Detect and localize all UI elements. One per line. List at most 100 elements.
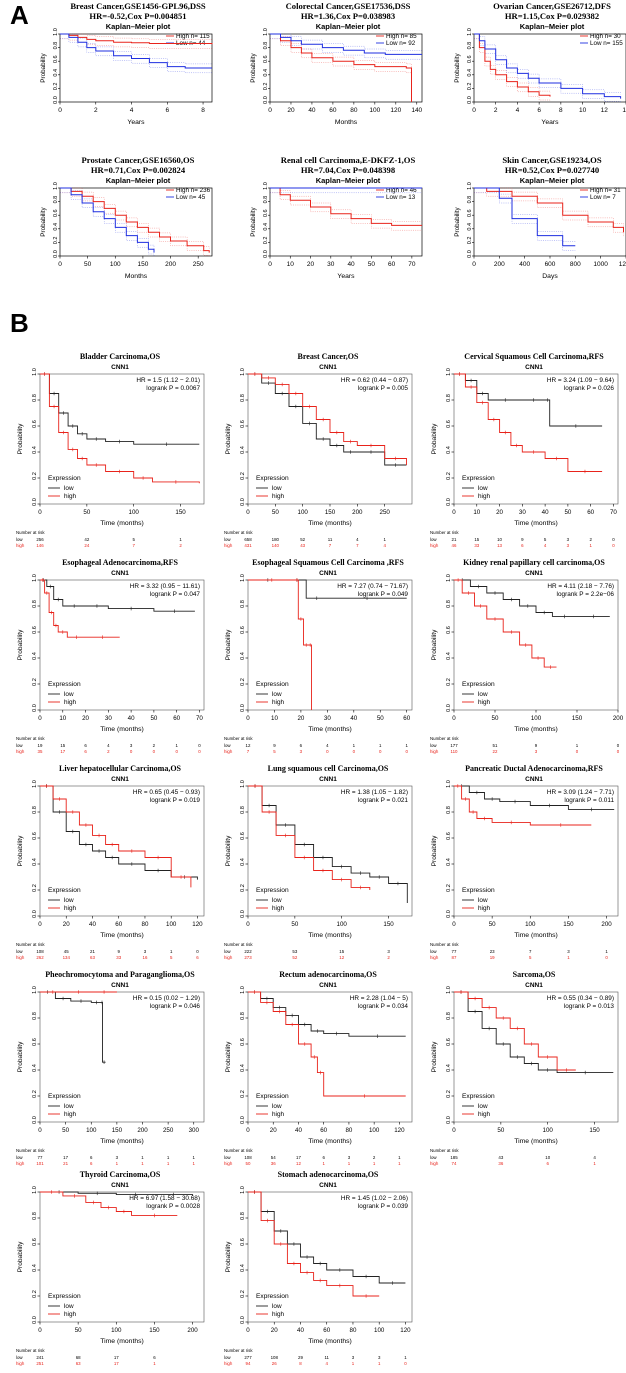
x-tick-label: 100 xyxy=(111,1327,122,1334)
x-tick-label: 80 xyxy=(142,921,149,928)
logrank-p: logrank P = 0.0028 xyxy=(146,1203,200,1210)
legend-title: Expression xyxy=(462,1093,495,1100)
risk-high-value: 101 xyxy=(36,1161,44,1166)
x-tick-label: 20 xyxy=(287,107,295,114)
legend-label-high: high xyxy=(478,699,491,706)
km-chart-b-16: Pheochromocytoma and Paraganglioma,OS CNN… xyxy=(10,968,210,1173)
y-axis-label: Probability xyxy=(454,206,461,236)
y-tick-label: 0.0 xyxy=(446,910,452,918)
y-axis-label: Probability xyxy=(40,206,47,236)
hazard-ratio: HR = 1.38 (1.05 − 1.82) xyxy=(341,789,408,796)
hazard-ratio: HR = 3.09 (1.24 − 7.71) xyxy=(547,789,614,796)
y-tick-label: 1.0 xyxy=(263,182,269,190)
risk-low-value: 1 xyxy=(353,743,356,748)
risk-high-value: 0 xyxy=(326,749,329,754)
x-tick-label: 250 xyxy=(193,261,204,268)
x-axis-label: Time (months) xyxy=(308,520,352,527)
hazard-ratio: HR = 0.62 (0.44 − 0.87) xyxy=(341,377,408,384)
risk-low-value: 1 xyxy=(179,537,182,542)
x-axis-label: Time (months) xyxy=(100,726,144,733)
y-tick-label: 1.0 xyxy=(467,28,473,36)
x-tick-label: 10 xyxy=(287,261,295,268)
x-tick-label: 10 xyxy=(271,715,278,722)
legend-title: Expression xyxy=(462,681,495,688)
km-chart-a-2: Colorectal Cancer,GSE17536,DSS HR=1.36,Co… xyxy=(248,0,428,155)
plot-frame xyxy=(39,991,205,1123)
y-tick-label: 1.0 xyxy=(53,182,59,190)
legend-label-low: low xyxy=(64,485,74,492)
risk-table-label: Number at risk xyxy=(16,1148,45,1153)
km-chart-a-4: Prostate Cancer,GSE16560,OS HR=0.71,Cox P… xyxy=(38,154,218,309)
y-tick-label: 0.6 xyxy=(53,55,59,63)
chart-subtitle: HR=1.15,Cox P=0.029382 xyxy=(505,11,599,21)
risk-low-value: 3 xyxy=(130,743,133,748)
chart-svg: Liver hepatocellular Carcinoma,OS CNN1 HR … xyxy=(16,764,205,960)
chart-title: Renal cell Carcinoma,E-DKFZ-1,OS xyxy=(281,155,416,165)
risk-low-value: 6 xyxy=(322,1155,325,1160)
x-tick-label: 200 xyxy=(165,261,176,268)
risk-row-high-label: high xyxy=(16,955,25,960)
risk-high-value: 0 xyxy=(379,749,382,754)
chart-gene: CNN1 xyxy=(525,776,543,783)
series-line-low xyxy=(60,187,155,253)
risk-high-value: 36 xyxy=(498,1161,503,1166)
chart-subtitle: HR=1.36,Cox P=0.038983 xyxy=(301,11,395,21)
risk-table-label: Number at risk xyxy=(224,1348,253,1353)
risk-low-value: 42 xyxy=(84,537,89,542)
x-tick-label: 200 xyxy=(352,509,363,516)
x-axis-label: Time (months) xyxy=(514,726,558,733)
series-line-high xyxy=(454,579,557,668)
plot-frame xyxy=(39,785,205,917)
y-tick-label: 0.2 xyxy=(446,884,452,892)
risk-high-value: 7 xyxy=(132,543,135,548)
chart-subtitle: HR=0.52,Cox P=0.027740 xyxy=(505,165,599,175)
risk-high-value: 3 xyxy=(535,749,538,754)
risk-high-value: 4 xyxy=(544,543,547,548)
x-axis-label: Time (months) xyxy=(514,932,558,939)
plot-frame xyxy=(473,33,626,103)
chart-gene: CNN1 xyxy=(111,1182,129,1189)
x-tick-label: 4 xyxy=(130,107,134,114)
plot-frame xyxy=(453,785,619,917)
y-tick-label: 0.2 xyxy=(446,678,452,686)
risk-high-value: 146 xyxy=(36,543,44,548)
legend-label-low: low xyxy=(272,485,282,492)
series-line-high xyxy=(40,1191,178,1216)
risk-high-value: 21 xyxy=(63,1161,68,1166)
x-tick-label: 6 xyxy=(537,107,541,114)
risk-low-value: 4 xyxy=(107,743,110,748)
legend-label-high: high xyxy=(272,493,285,500)
x-tick-label: 30 xyxy=(105,715,112,722)
y-tick-label: 0.4 xyxy=(446,446,452,454)
legend-title: Expression xyxy=(462,887,495,894)
x-tick-label: 200 xyxy=(601,921,612,928)
y-axis-label: Probability xyxy=(250,52,257,82)
y-tick-label: 0.2 xyxy=(32,884,38,892)
risk-table-label: Number at risk xyxy=(224,942,253,947)
risk-high-value: 16 xyxy=(143,955,148,960)
y-axis-label: Probability xyxy=(17,835,24,866)
y-tick-label: 0.0 xyxy=(467,96,473,104)
y-tick-label: 1.0 xyxy=(32,574,38,582)
x-tick-label: 200 xyxy=(613,715,624,722)
y-tick-label: 0.0 xyxy=(32,910,38,918)
risk-low-value: 52 xyxy=(300,537,305,542)
x-axis-label: Months xyxy=(125,273,148,280)
risk-table-label: Number at risk xyxy=(430,530,459,535)
chart-svg: Pancreatic Ductal Adenocarcinoma,RFS CNN1… xyxy=(430,764,619,960)
x-axis-label: Time (months) xyxy=(100,932,144,939)
risk-low-value: 2 xyxy=(589,537,592,542)
series-line-high xyxy=(60,187,210,253)
y-tick-label: 0.6 xyxy=(263,55,269,63)
x-tick-label: 50 xyxy=(368,261,376,268)
chart-title: Stomach adenocarcinoma,OS xyxy=(278,1170,379,1179)
km-chart-a-5: Renal cell Carcinoma,E-DKFZ-1,OS HR=7.04,… xyxy=(248,154,428,309)
y-tick-label: 0.2 xyxy=(467,83,473,91)
y-tick-label: 0.6 xyxy=(32,626,38,634)
y-tick-label: 0.4 xyxy=(32,1264,38,1272)
y-tick-label: 1.0 xyxy=(32,780,38,788)
series-line-high xyxy=(454,785,592,826)
risk-row-high-label: high xyxy=(224,543,233,548)
panel-label-b: B xyxy=(10,308,29,338)
chart-gene: CNN1 xyxy=(111,364,129,371)
